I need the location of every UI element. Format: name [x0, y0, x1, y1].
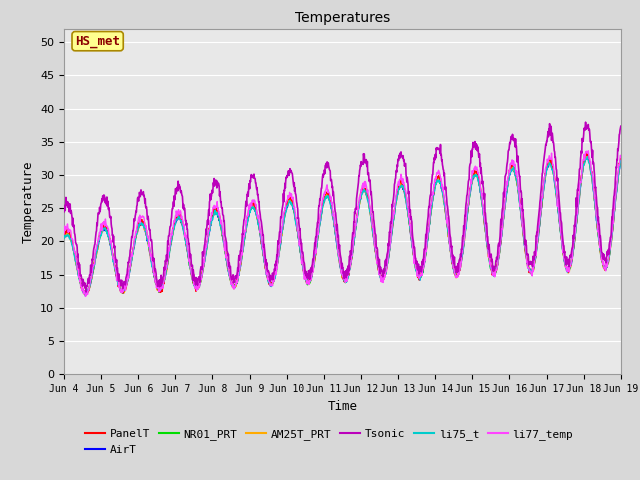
X-axis label: Time: Time	[328, 400, 357, 413]
Title: Temperatures: Temperatures	[295, 11, 390, 25]
Y-axis label: Temperature: Temperature	[22, 160, 35, 243]
Text: HS_met: HS_met	[75, 35, 120, 48]
Legend: PanelT, AirT, NR01_PRT, AM25T_PRT, Tsonic, li75_t, li77_temp: PanelT, AirT, NR01_PRT, AM25T_PRT, Tsoni…	[81, 425, 578, 459]
